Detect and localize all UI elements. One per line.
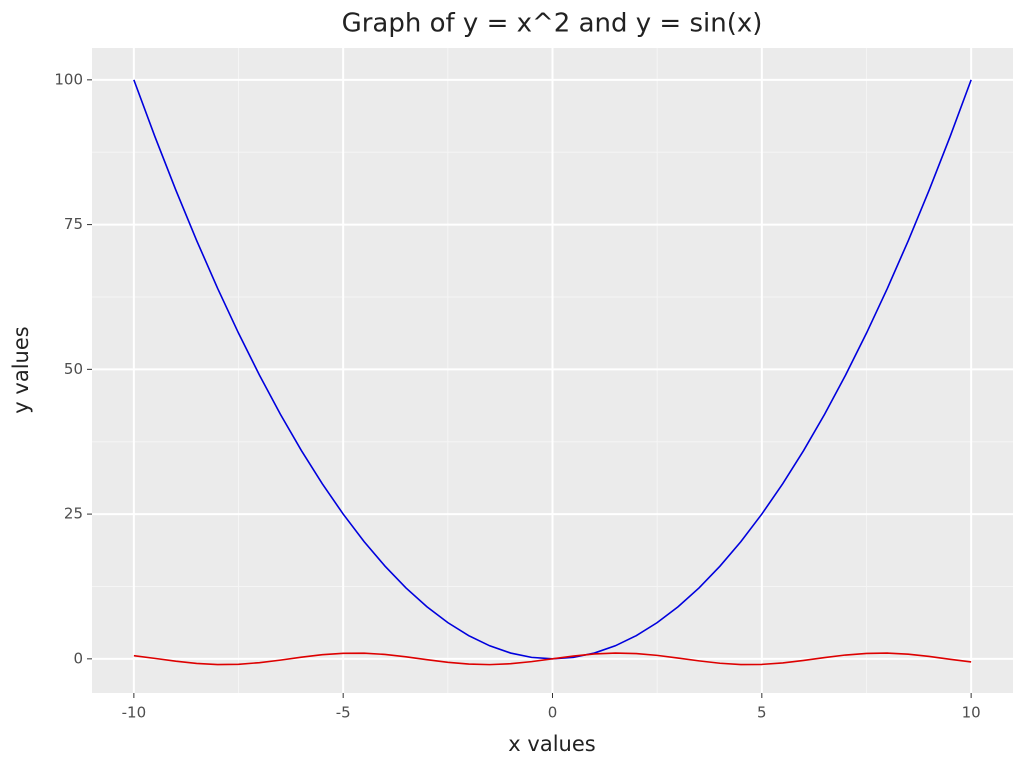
y-tick-label: 0 <box>73 649 83 667</box>
x-axis-label: x values <box>508 732 595 756</box>
y-tick-label: 50 <box>64 360 83 378</box>
chart-title: Graph of y = x^2 and y = sin(x) <box>342 9 763 39</box>
y-tick-label: 25 <box>64 505 83 523</box>
y-tick-label: 100 <box>54 70 83 88</box>
marks <box>133 79 972 666</box>
x-tick-label: 0 <box>548 704 558 722</box>
x-tick-label: -10 <box>122 704 147 722</box>
x-tick-label: 10 <box>962 704 981 722</box>
series-line <box>133 652 972 666</box>
y-axis-label: y values <box>9 326 33 413</box>
x-tick-label: 5 <box>757 704 767 722</box>
y-tick-label: 75 <box>64 215 83 233</box>
x-tick-label: -5 <box>336 704 351 722</box>
